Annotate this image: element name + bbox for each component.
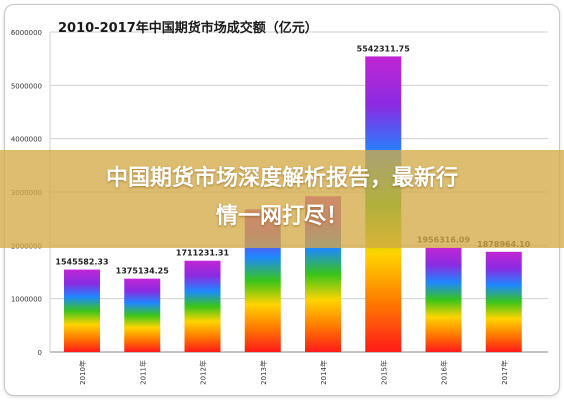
x-tick-label: 2015年 — [379, 360, 388, 385]
x-tick-label: 2014年 — [319, 360, 328, 385]
chart-title: 2010-2017年中国期货市场成交额（亿元） — [58, 21, 318, 36]
data-label: 1545582.33 — [55, 258, 108, 267]
y-tick-label: 1000000 — [11, 296, 42, 304]
x-tick-label: 2017年 — [500, 360, 509, 385]
promo-banner — [0, 150, 564, 248]
promo-banner-text: 中国期货市场深度解析报告，最新行 情一网打尽！ — [0, 160, 564, 236]
y-tick-label: 0 — [38, 349, 42, 357]
x-tick-label: 2013年 — [259, 360, 268, 385]
data-label: 1375134.25 — [116, 267, 170, 276]
data-label: 1711231.31 — [176, 249, 230, 258]
bar-2017年 — [485, 251, 522, 352]
x-tick-label: 2011年 — [138, 360, 147, 385]
x-tick-label: 2016年 — [440, 360, 449, 385]
bar-2012年 — [184, 260, 221, 352]
y-tick-label: 6000000 — [11, 29, 42, 37]
y-tick-label: 5000000 — [11, 82, 42, 90]
y-tick-label: 4000000 — [11, 136, 42, 144]
banner-line-2: 情一网打尽！ — [215, 204, 348, 229]
bar-2010年 — [64, 269, 100, 352]
bar-2016年 — [425, 247, 462, 352]
data-label: 5542311.75 — [357, 44, 411, 53]
x-axis-ticks: 2010年 2011年 2012年 2013年 2014年 2015年 2016年 2017年 — [78, 360, 509, 385]
x-tick-label: 2012年 — [199, 360, 208, 385]
x-tick-label: 2010年 — [78, 360, 87, 385]
banner-line-1: 中国期货市场深度解析报告，最新行 — [105, 166, 458, 191]
bar-2011年 — [124, 278, 161, 352]
